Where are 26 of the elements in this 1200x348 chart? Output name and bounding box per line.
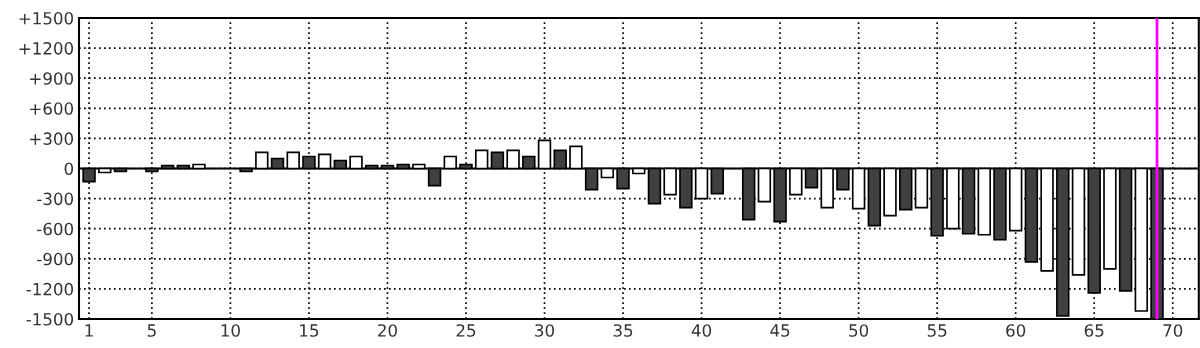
x-tick-label: 55 (927, 324, 947, 337)
y-tick-label: +900 (30, 72, 74, 85)
y-tick-label: +300 (30, 132, 74, 145)
x-tick-label: 60 (1006, 324, 1026, 337)
x-tick-label: 35 (613, 324, 633, 337)
x-tick-label: 15 (300, 324, 319, 337)
x-tick-label: 40 (691, 324, 712, 337)
y-tick-label: -1200 (26, 282, 74, 296)
x-tick-label: 50 (849, 324, 869, 337)
y-tick-label: +1500 (19, 11, 74, 25)
x-tick-label: 30 (535, 324, 555, 337)
y-tick-label: -1500 (26, 312, 74, 326)
y-tick-label: 0 (64, 162, 74, 176)
x-tick-label: 65 (1084, 324, 1104, 337)
x-tick-label: 20 (378, 324, 397, 337)
x-tick-label: 70 (1163, 324, 1183, 337)
x-tick-label: 5 (147, 324, 156, 337)
y-tick-label: +600 (30, 102, 74, 115)
x-tick-label: 25 (456, 324, 476, 337)
y-tick-label: +1200 (19, 42, 74, 55)
x-tick-label: 10 (221, 324, 240, 337)
y-tick-label: -600 (37, 222, 74, 236)
x-tick-label: 45 (770, 324, 790, 337)
y-tick-label: -900 (37, 252, 74, 266)
x-tick-label: 1 (85, 324, 93, 337)
y-tick-label: -300 (37, 192, 74, 206)
